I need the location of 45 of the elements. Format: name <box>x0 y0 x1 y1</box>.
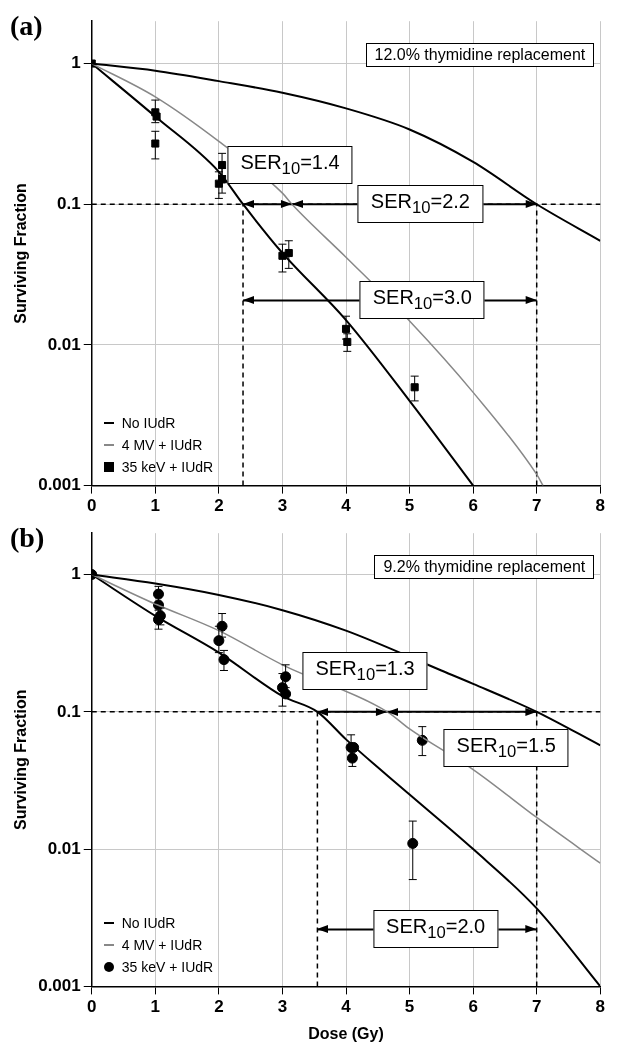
y-tick-label: 0.1 <box>57 193 81 213</box>
y-tick-label: 0.1 <box>57 701 81 721</box>
chart-title: (a) <box>10 10 43 42</box>
x-tick-label: 8 <box>595 496 606 516</box>
annotation: SER$_{10}$=1.4 <box>227 146 353 185</box>
x-tick-label: 7 <box>531 997 542 1017</box>
x-tick-label: 0 <box>87 496 97 516</box>
y-tick-label: 0.01 <box>47 838 81 858</box>
legend-label: 4 MV + IUdR <box>121 435 203 455</box>
x-tick-label: 3 <box>277 496 288 516</box>
chart-title: (b) <box>10 522 45 554</box>
annotation: SER$_{10}$=1.5 <box>443 729 569 768</box>
legend-label: No IUdR <box>121 914 176 934</box>
x-tick-label: 8 <box>595 997 606 1017</box>
annotation: 9.2% thymidine replacement <box>374 555 595 580</box>
x-tick-label: 6 <box>468 997 478 1017</box>
y-tick-label: 0.001 <box>38 475 81 495</box>
x-tick-label: 2 <box>214 997 224 1017</box>
annotation: SER$_{10}$=2.2 <box>357 185 483 224</box>
y-tick-label: 1 <box>71 564 81 584</box>
x-tick-label: 7 <box>531 496 542 516</box>
x-tick-label: 1 <box>150 496 161 516</box>
annotation: 12.0% thymidine replacement <box>365 43 595 68</box>
x-tick-label: 5 <box>404 496 415 516</box>
y-tick-label: 1 <box>71 53 81 73</box>
y-tick-label: 0.01 <box>47 334 81 354</box>
annotation: SER$_{10}$=2.0 <box>373 910 499 949</box>
x-tick-label: 1 <box>150 997 161 1017</box>
x-tick-label: 5 <box>404 997 415 1017</box>
x-tick-label: 4 <box>341 997 352 1017</box>
x-tick-label: 6 <box>468 496 478 516</box>
annotation: SER$_{10}$=1.3 <box>302 651 428 690</box>
legend-label: 4 MV + IUdR <box>121 936 203 956</box>
legend-label: No IUdR <box>121 413 176 433</box>
legend-label: 35 keV + IUdR <box>121 457 214 477</box>
y-axis-title: Surviving Fraction <box>12 183 30 324</box>
x-tick-label: 2 <box>214 496 224 516</box>
x-tick-label: 3 <box>277 997 288 1017</box>
x-tick-label: 4 <box>341 496 352 516</box>
y-axis-title: Surviving Fraction <box>12 689 30 831</box>
y-tick-label: 0.001 <box>38 976 81 996</box>
legend-label: 35 keV + IUdR <box>121 958 214 978</box>
x-axis-title: Dose (Gy) <box>308 1024 384 1042</box>
x-tick-label: 0 <box>87 997 97 1017</box>
annotation: SER$_{10}$=3.0 <box>359 281 485 320</box>
